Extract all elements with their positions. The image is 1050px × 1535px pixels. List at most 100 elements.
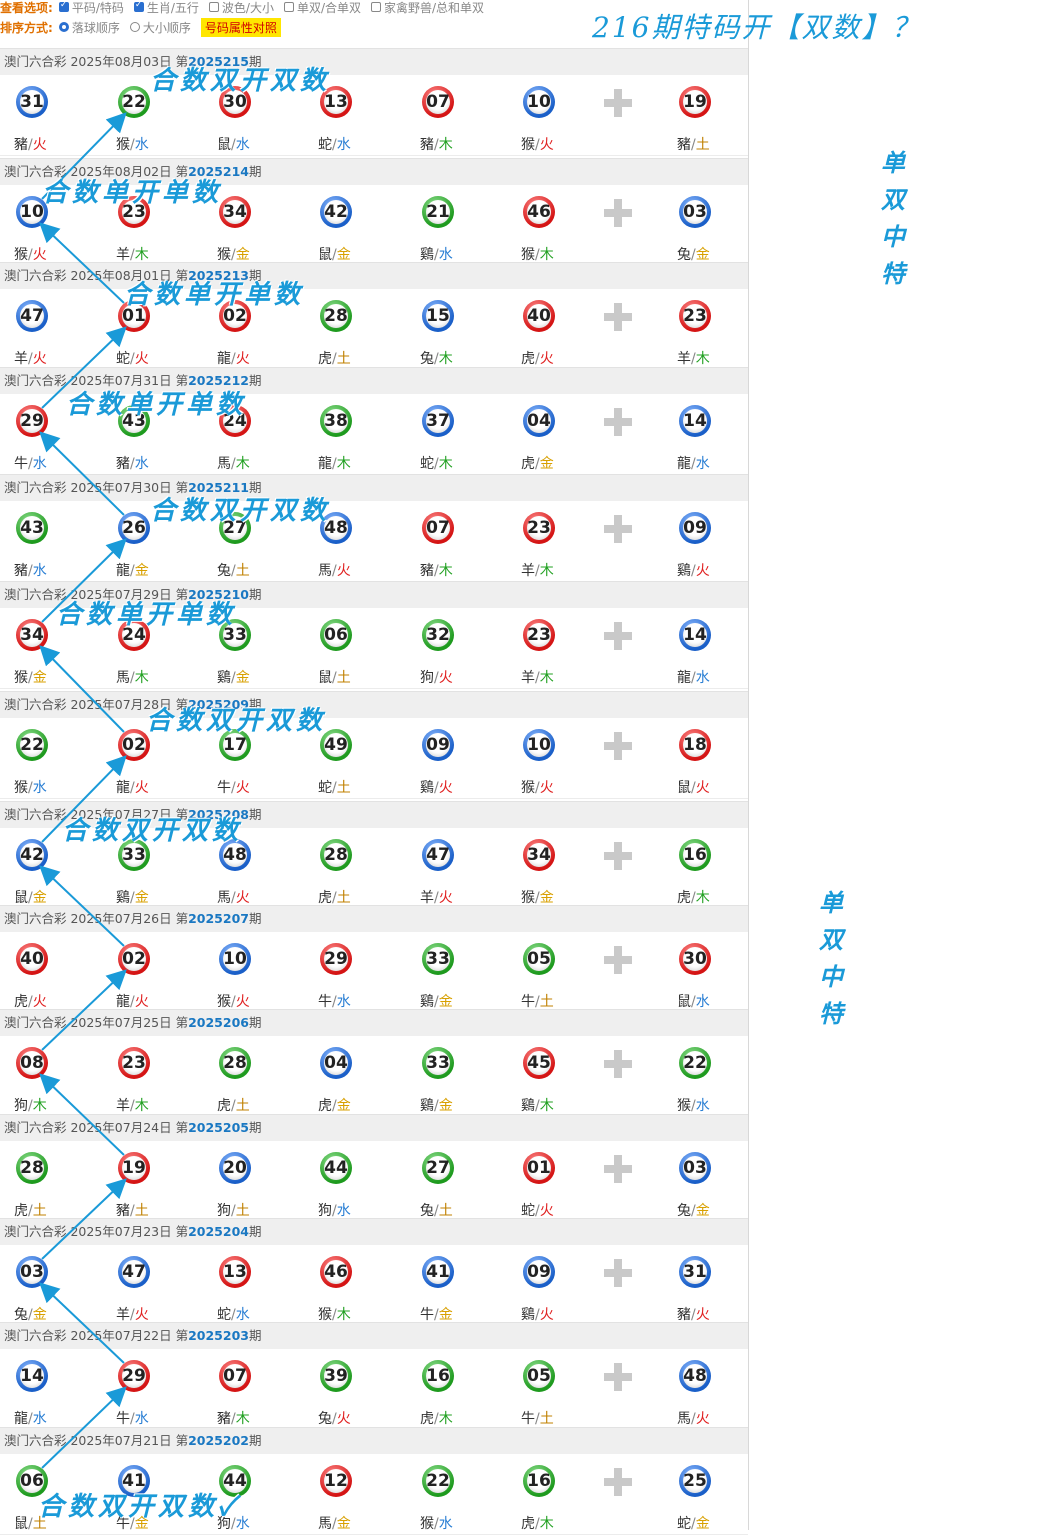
draw-period[interactable]: 2025211 — [188, 480, 249, 495]
view-option-0[interactable]: 平码/特码 — [58, 0, 124, 16]
checkbox[interactable] — [133, 0, 144, 12]
view-option-3[interactable]: 单双/合单双 — [283, 0, 361, 16]
separator: / — [231, 137, 236, 153]
checkbox[interactable] — [208, 2, 219, 12]
ball-number: 40 — [527, 304, 551, 328]
five-element: 水 — [32, 456, 47, 472]
draw-record: 澳门六合彩 2025年07月23日 第2025204期 03 47 13 46 41 09 3… — [0, 1218, 748, 1326]
ball-number: 46 — [527, 200, 551, 224]
separator: / — [28, 137, 33, 153]
ball-number: 42 — [324, 200, 348, 224]
number-ball: 23 — [523, 512, 555, 544]
radio[interactable] — [58, 22, 69, 32]
checkbox[interactable] — [371, 2, 381, 12]
ball-number: 27 — [223, 516, 247, 540]
draw-period[interactable]: 2025213 — [188, 268, 249, 283]
zodiac: 牛 — [116, 1516, 130, 1532]
view-option-4[interactable]: 家禽野兽/总和单双 — [371, 0, 484, 16]
draw-period[interactable]: 2025215 — [188, 54, 249, 69]
annotation-arrow — [39, 1073, 125, 1156]
sort-option-0[interactable]: 落球顺序 — [58, 19, 120, 36]
checkbox[interactable] — [58, 0, 69, 12]
draw-period[interactable]: 2025207 — [188, 911, 249, 926]
number-ball: 16 — [422, 1360, 454, 1392]
number-ball: 28 — [16, 1152, 48, 1184]
number-ball: 10 — [16, 196, 48, 228]
five-element: 金 — [695, 1203, 710, 1219]
five-element: 火 — [134, 351, 149, 367]
zodiac: 羊 — [677, 351, 691, 367]
separator: / — [332, 670, 337, 686]
zodiac: 牛 — [521, 1411, 535, 1427]
five-element: 火 — [32, 994, 47, 1010]
draw-record: 澳门六合彩 2025年08月02日 第2025214期 10 23 34 42 21 46 0… — [0, 158, 748, 266]
zodiac: 牛 — [217, 780, 231, 796]
view-option-1[interactable]: 生肖/五行 — [133, 0, 199, 16]
ball-number: 41 — [426, 1260, 450, 1284]
five-element: 火 — [235, 890, 250, 906]
separator: / — [28, 780, 33, 796]
draw-period[interactable]: 2025206 — [188, 1015, 249, 1030]
ball-number: 29 — [122, 1364, 146, 1388]
five-element: 火 — [32, 351, 47, 367]
draw-period[interactable]: 2025205 — [188, 1120, 249, 1135]
zodiac-element: 兔/木 — [420, 348, 453, 368]
zodiac: 猴 — [677, 1098, 691, 1114]
zodiac-element: 龍/木 — [318, 453, 351, 473]
compare-attributes-button[interactable]: 号码属性对照 — [200, 17, 281, 37]
five-element: 火 — [235, 351, 250, 367]
ball-number: 14 — [683, 623, 707, 647]
draw-period[interactable]: 2025210 — [188, 587, 249, 602]
sort-option-1[interactable]: 大小顺序 — [129, 19, 191, 36]
zodiac: 鷄 — [677, 563, 691, 579]
draw-period[interactable]: 2025208 — [188, 807, 249, 822]
view-option-2[interactable]: 波色/大小 — [208, 0, 274, 16]
separator: / — [434, 137, 439, 153]
side-note-char: 特 — [881, 259, 905, 288]
draw-period[interactable]: 2025202 — [188, 1433, 249, 1448]
draw-period[interactable]: 2025214 — [188, 164, 249, 179]
zodiac: 兔 — [677, 1203, 691, 1219]
number-ball: 14 — [16, 1360, 48, 1392]
side-note-char: 中 — [819, 962, 843, 991]
zodiac: 鼠 — [318, 247, 332, 263]
zodiac: 蛇 — [420, 456, 434, 472]
zodiac: 鼠 — [14, 890, 28, 906]
ball-number: 47 — [426, 843, 450, 867]
draw-period[interactable]: 2025212 — [188, 373, 249, 388]
plus-icon — [604, 515, 632, 543]
radio[interactable] — [129, 22, 140, 32]
checkbox[interactable] — [283, 2, 294, 12]
number-ball: 29 — [118, 1360, 150, 1392]
ball-number: 23 — [122, 1051, 146, 1075]
separator: / — [535, 890, 540, 906]
separator: / — [130, 1203, 135, 1219]
zodiac: 鼠 — [677, 780, 691, 796]
separator: / — [130, 1516, 135, 1532]
draw-period[interactable]: 2025209 — [188, 697, 249, 712]
zodiac-element: 蛇/土 — [318, 777, 351, 797]
five-element: 水 — [134, 137, 149, 153]
draw-period[interactable]: 2025203 — [188, 1328, 249, 1343]
number-ball: 07 — [219, 1360, 251, 1392]
five-element: 木 — [438, 137, 453, 153]
special-number-ball: 14 — [679, 619, 711, 651]
zodiac: 龍 — [116, 994, 130, 1010]
zodiac: 馬 — [677, 1411, 691, 1427]
zodiac: 狗 — [217, 1516, 231, 1532]
ball-number: 34 — [20, 623, 44, 647]
five-element: 金 — [438, 1307, 453, 1323]
zodiac: 猴 — [318, 1307, 332, 1323]
zodiac-element: 虎/火 — [521, 348, 554, 368]
zodiac-element: 馬/火 — [217, 887, 250, 907]
draw-period[interactable]: 2025204 — [188, 1224, 249, 1239]
ball-number: 33 — [223, 623, 247, 647]
special-number-ball: 31 — [679, 1256, 711, 1288]
period-suffix: 期 — [248, 1433, 262, 1448]
zodiac-element: 羊/木 — [521, 560, 554, 580]
separator: / — [332, 994, 337, 1010]
ball-number: 21 — [426, 200, 450, 224]
number-ball: 49 — [320, 729, 352, 761]
ball-row: 42 33 48 28 47 34 16 — [0, 828, 748, 884]
zodiac: 馬 — [116, 670, 130, 686]
